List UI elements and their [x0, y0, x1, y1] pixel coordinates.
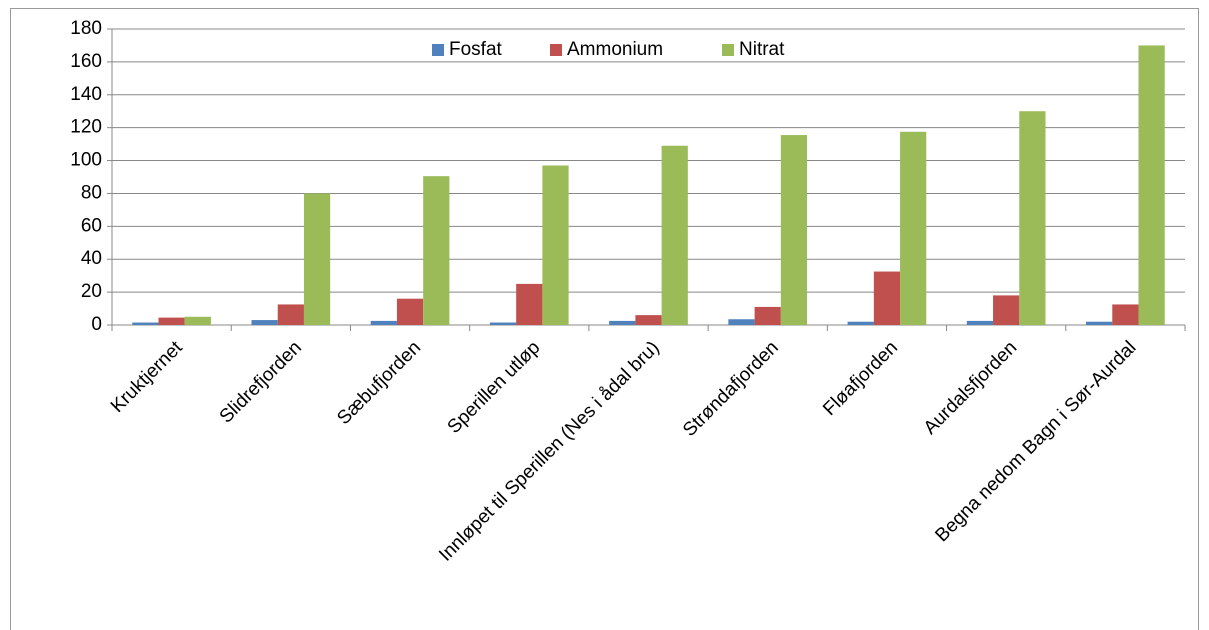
y-tick-label: 80	[81, 182, 102, 203]
x-tick-label: Sperillen utløp	[444, 337, 545, 438]
x-tick-label: Kruktjernet	[107, 337, 187, 417]
bar	[423, 176, 450, 325]
bar	[277, 304, 304, 325]
y-tick-label: 40	[81, 248, 102, 269]
x-tick-label: Begna nedom Bagn i Sør-Aurdal	[931, 337, 1140, 546]
x-tick-label: Sæbufjorden	[333, 337, 425, 429]
bar	[370, 320, 397, 325]
bar	[1019, 111, 1046, 325]
legend-swatch	[432, 44, 444, 56]
y-tick-label: 120	[70, 117, 102, 138]
legend-label: Nitrat	[739, 39, 785, 60]
bar	[900, 131, 927, 325]
x-tick-label: Strøndafjorden	[679, 337, 783, 441]
y-tick-label: 60	[81, 215, 102, 236]
bar	[780, 135, 808, 325]
bar	[873, 271, 901, 325]
legend-label: Fosfat	[449, 39, 503, 60]
bar	[1112, 304, 1139, 325]
bar	[847, 321, 874, 325]
y-tick-label: 140	[70, 84, 102, 105]
bar	[1138, 45, 1165, 325]
bar	[251, 320, 278, 325]
y-tick-label: 0	[91, 314, 102, 335]
x-tick-label: Slidrefjorden	[216, 337, 306, 427]
bar	[609, 320, 636, 325]
bar	[303, 193, 331, 325]
bar	[132, 322, 159, 325]
x-tick-label: Aurdalsfjorden	[920, 337, 1021, 438]
x-tick-label: Fløafjorden	[819, 337, 902, 420]
bar	[635, 315, 662, 325]
bar	[516, 283, 543, 325]
bar	[396, 298, 424, 325]
bar	[966, 320, 994, 325]
bar	[993, 295, 1020, 325]
y-tick-label: 100	[70, 150, 102, 171]
x-tick-label: Innløpet til Sperillen (Nes i ådal bru)	[435, 337, 663, 565]
bar	[542, 165, 569, 325]
y-tick-label: 160	[70, 51, 102, 72]
legend-label: Ammonium	[567, 39, 663, 60]
bar	[489, 322, 517, 325]
legend-swatch	[550, 44, 562, 56]
chart-frame	[10, 8, 1199, 630]
bar	[1086, 321, 1113, 325]
bar	[158, 317, 185, 325]
bar	[661, 145, 688, 325]
bar	[184, 316, 211, 325]
bar	[754, 306, 781, 325]
legend-swatch	[722, 44, 734, 56]
y-tick-label: 20	[81, 281, 102, 302]
bar	[728, 319, 755, 325]
y-tick-label: 180	[70, 18, 102, 39]
